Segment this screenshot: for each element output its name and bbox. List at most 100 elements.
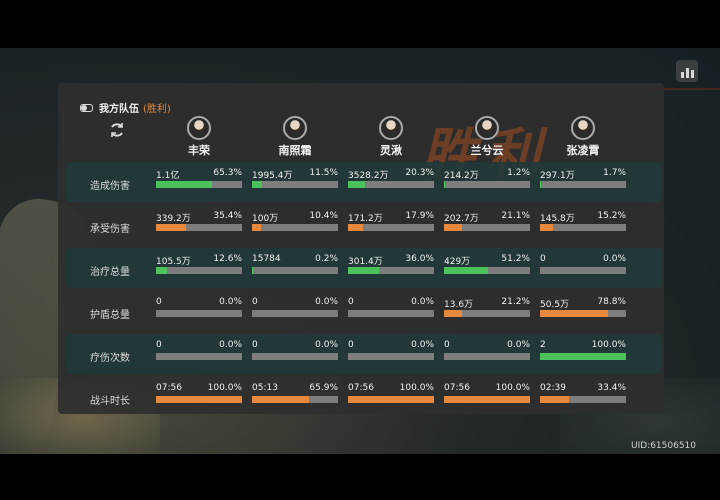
- stat-value: 301.4万: [348, 257, 383, 267]
- share-bar-fill: [252, 224, 261, 231]
- hero-name: 兰兮云: [470, 144, 504, 157]
- share-bar: [156, 310, 242, 317]
- stat-value: 0: [348, 297, 354, 307]
- share-bar: [156, 181, 242, 188]
- stat-value: 429万: [444, 257, 471, 267]
- share-bar: [156, 396, 242, 403]
- share-bar: [540, 396, 626, 403]
- stat-row: 造成伤害 1.1亿 65.3% 1995.4万 11.5% 3528.2万 20.3% 214…: [66, 162, 662, 202]
- share-bar: [444, 181, 530, 188]
- stat-value: 297.1万: [540, 171, 575, 181]
- stat-label: 造成伤害: [90, 181, 130, 192]
- share-bar: [444, 396, 530, 403]
- stat-value: 05:13: [252, 383, 278, 393]
- stat-value: 0: [252, 297, 258, 307]
- share-bar-fill: [540, 310, 608, 317]
- stat-percent: 1.2%: [507, 168, 530, 178]
- stat-percent: 0.0%: [603, 254, 626, 264]
- stat-percent: 65.3%: [213, 168, 242, 178]
- stat-value: 0: [156, 340, 162, 350]
- stat-value: 0: [156, 297, 162, 307]
- share-bar: [348, 224, 434, 231]
- stat-value: 105.5万: [156, 257, 191, 267]
- stat-percent: 0.0%: [411, 297, 434, 307]
- stat-label: 治疗总量: [90, 267, 130, 278]
- stat-row: 战斗时长 07:56 100.0% 05:13 65.9% 07:56 100.0% 07:5…: [66, 377, 662, 417]
- share-bar-fill: [348, 224, 364, 231]
- stat-percent: 78.8%: [597, 297, 626, 307]
- stat-percent: 0.0%: [411, 340, 434, 350]
- toggle-icon[interactable]: [80, 103, 93, 112]
- hero-name: 灵湫: [380, 144, 402, 157]
- stat-value: 50.5万: [540, 300, 570, 310]
- hero-name: 张凌霄: [566, 144, 600, 157]
- share-bar-fill: [444, 267, 489, 274]
- share-bar-fill: [156, 181, 213, 188]
- stat-label: 战斗时长: [90, 396, 130, 407]
- hero-2[interactable]: 南照霜: [265, 116, 325, 158]
- stat-percent: 36.0%: [405, 254, 434, 264]
- share-bar: [252, 224, 338, 231]
- stat-value: 07:56: [444, 383, 470, 393]
- share-bar-fill: [156, 267, 167, 274]
- share-bar: [156, 224, 242, 231]
- stat-value: 0: [252, 340, 258, 350]
- stat-percent: 51.2%: [501, 254, 530, 264]
- stat-value: 07:56: [348, 383, 374, 393]
- share-bar: [156, 267, 242, 274]
- stat-value: 171.2万: [348, 214, 383, 224]
- stat-percent: 35.4%: [213, 211, 242, 221]
- stat-percent: 0.0%: [507, 340, 530, 350]
- share-bar: [348, 267, 434, 274]
- stat-value: 202.7万: [444, 214, 479, 224]
- stat-percent: 21.2%: [501, 297, 530, 307]
- stat-value: 214.2万: [444, 171, 479, 181]
- share-bar-fill: [444, 310, 463, 317]
- stat-row: 护盾总量 0 0.0% 0 0.0% 0 0.0% 13.6万 21.2% 50.5万 78.8%: [66, 291, 662, 331]
- share-bar-fill: [348, 181, 366, 188]
- hero-3[interactable]: 灵湫: [361, 116, 421, 158]
- share-bar-fill: [444, 224, 463, 231]
- stat-percent: 10.4%: [309, 211, 338, 221]
- share-bar-fill: [540, 181, 542, 188]
- share-bar: [156, 353, 242, 360]
- share-bar: [252, 396, 338, 403]
- stat-row: 治疗总量 105.5万 12.6% 15784 0.2% 301.4万 36.0% 429万 5…: [66, 248, 662, 288]
- share-bar-fill: [156, 396, 242, 403]
- stat-value: 339.2万: [156, 214, 191, 224]
- avatar: [379, 116, 403, 140]
- share-bar-fill: [348, 396, 434, 403]
- stat-value: 100万: [252, 214, 279, 224]
- team-header: 我方队伍 (胜利): [80, 100, 171, 115]
- share-bar: [252, 353, 338, 360]
- share-bar-fill: [444, 396, 530, 403]
- stat-percent: 0.0%: [315, 340, 338, 350]
- share-bar: [348, 310, 434, 317]
- stat-percent: 0.0%: [219, 340, 242, 350]
- bar-chart-icon[interactable]: [676, 60, 698, 82]
- share-bar-fill: [348, 267, 379, 274]
- share-bar: [444, 267, 530, 274]
- share-bar: [540, 310, 626, 317]
- share-bar: [540, 181, 626, 188]
- stat-value: 0: [348, 340, 354, 350]
- stat-percent: 100.0%: [399, 383, 434, 393]
- result-label: (胜利): [143, 104, 171, 115]
- share-bar-fill: [156, 224, 187, 231]
- share-bar: [540, 353, 626, 360]
- hero-1[interactable]: 丰荣: [169, 116, 229, 158]
- stat-value: 0: [540, 254, 546, 264]
- hero-5[interactable]: 张凌霄: [553, 116, 613, 158]
- stat-value: 3528.2万: [348, 171, 389, 181]
- stat-value: 145.8万: [540, 214, 575, 224]
- refresh-icon[interactable]: [108, 121, 126, 139]
- share-bar-fill: [252, 396, 309, 403]
- hero-4[interactable]: 兰兮云: [457, 116, 517, 158]
- share-bar: [540, 267, 626, 274]
- share-bar: [540, 224, 626, 231]
- stat-percent: 100.0%: [207, 383, 242, 393]
- stat-percent: 20.3%: [405, 168, 434, 178]
- stat-percent: 1.7%: [603, 168, 626, 178]
- stat-percent: 17.9%: [405, 211, 434, 221]
- stat-value: 07:56: [156, 383, 182, 393]
